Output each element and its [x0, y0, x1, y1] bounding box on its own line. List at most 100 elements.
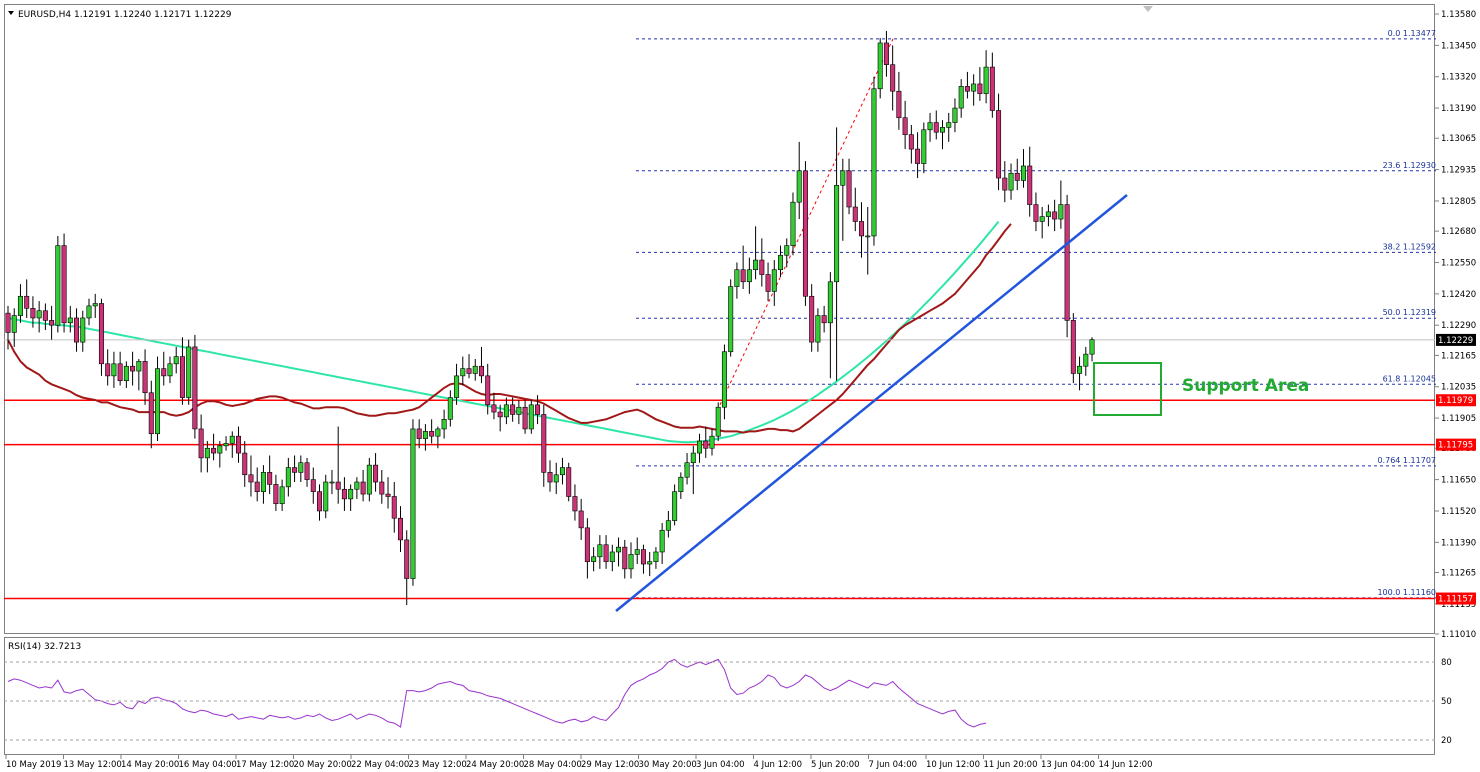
candle-body — [653, 551, 659, 562]
candle — [971, 74, 977, 106]
candle-body — [304, 462, 310, 480]
candle-body — [522, 406, 528, 430]
candle — [435, 426, 441, 449]
candle — [1014, 158, 1020, 191]
price-level-tag — [1436, 394, 1476, 407]
price-level-tag — [1436, 592, 1476, 605]
candle-body — [1002, 177, 1008, 191]
candle — [136, 358, 142, 391]
candle — [310, 467, 316, 504]
time-axis: 10 May 2019 13 May 12:00 14 May 20:00 16 Ma… — [5, 755, 1153, 770]
candle — [329, 469, 335, 495]
candle-body — [703, 440, 709, 449]
candle-body — [24, 295, 30, 309]
price-tick-label: 1.11265 — [1441, 568, 1476, 578]
candle-body — [616, 546, 622, 553]
candle — [684, 453, 690, 485]
rsi-tick-label: 20 — [1441, 736, 1452, 746]
fibonacci-level-label: 100.0 1.11160 — [1377, 588, 1436, 597]
candle-body — [902, 117, 908, 135]
candle — [1064, 194, 1070, 338]
candle — [877, 38, 883, 99]
symbol-dropdown-icon[interactable] — [8, 11, 14, 15]
support-area-box[interactable] — [1093, 362, 1162, 416]
time-tick-label: 13 May 12:00 — [64, 760, 122, 770]
candle — [528, 399, 534, 434]
candlesticks — [5, 30, 1095, 606]
candle — [422, 424, 428, 451]
candle — [397, 506, 403, 552]
candle — [1039, 206, 1045, 239]
candle-body — [603, 544, 609, 562]
candle — [503, 397, 509, 425]
candle — [148, 380, 154, 449]
candle — [67, 305, 73, 333]
candle-body — [765, 274, 771, 292]
candle-body — [429, 431, 435, 437]
candle-body — [1070, 320, 1076, 374]
candle-body — [236, 435, 242, 454]
candle-body — [809, 295, 815, 343]
candle — [1058, 180, 1064, 229]
candle-body — [640, 549, 646, 565]
bullish-trend-line[interactable] — [615, 194, 1128, 612]
symbol-info: EURUSD,H4 1.12191 1.12240 1.12171 1.1222… — [18, 10, 232, 20]
rsi-tick-label: 50 — [1441, 697, 1452, 707]
candle-body — [155, 368, 161, 435]
candle — [628, 542, 634, 579]
candle-body — [827, 281, 833, 324]
price-tick-label: 1.11135 — [1441, 600, 1476, 610]
fibonacci-trend-line[interactable] — [719, 38, 894, 406]
candle-body — [628, 554, 634, 570]
candle-body — [123, 365, 129, 381]
candle-body — [778, 254, 784, 271]
fibonacci-level-label: 23.6 1.12930 — [1383, 161, 1436, 170]
support-area-label: Support Area — [1182, 376, 1309, 396]
candle — [267, 455, 273, 495]
candle-body — [883, 42, 889, 65]
candle — [429, 419, 435, 444]
support-levels — [4, 399, 1435, 600]
candle — [952, 98, 958, 133]
candle — [802, 161, 808, 306]
candle-body — [211, 447, 217, 454]
candle — [996, 93, 1002, 191]
candle — [454, 363, 460, 405]
candle-body — [298, 462, 304, 473]
time-tick-label: 24 May 20:00 — [466, 760, 524, 770]
time-tick-label: 11 Jun 20:00 — [984, 760, 1038, 770]
candle-body — [354, 481, 360, 490]
rsi-tick-label: 80 — [1441, 658, 1452, 668]
candle — [441, 409, 447, 439]
candle-body — [148, 392, 154, 435]
candle — [827, 272, 833, 379]
candle-body — [260, 472, 266, 492]
candle — [1083, 346, 1089, 376]
candle — [809, 284, 815, 352]
candle — [1020, 149, 1026, 188]
candle-body — [591, 556, 597, 562]
candle — [759, 238, 765, 287]
candle — [721, 344, 727, 420]
candle — [217, 441, 223, 468]
candle-body — [55, 245, 61, 326]
price-axis: 1.13580 1.13450 1.13320 1.13190 1.13065 1.129… — [1435, 10, 1476, 640]
candle-body — [728, 286, 734, 353]
candle — [404, 530, 410, 606]
price-tick-label: 1.12680 — [1441, 227, 1476, 237]
candle — [678, 472, 684, 499]
candle — [1002, 161, 1008, 203]
candle — [535, 395, 541, 425]
candle-body — [541, 414, 547, 473]
candle-body — [323, 481, 329, 512]
candle — [578, 498, 584, 540]
candle — [192, 334, 198, 439]
candle — [1027, 146, 1033, 217]
candle-body — [391, 496, 397, 519]
candle — [659, 523, 665, 565]
candle-body — [447, 397, 453, 420]
candle-body — [229, 435, 235, 444]
candle — [1077, 356, 1083, 391]
